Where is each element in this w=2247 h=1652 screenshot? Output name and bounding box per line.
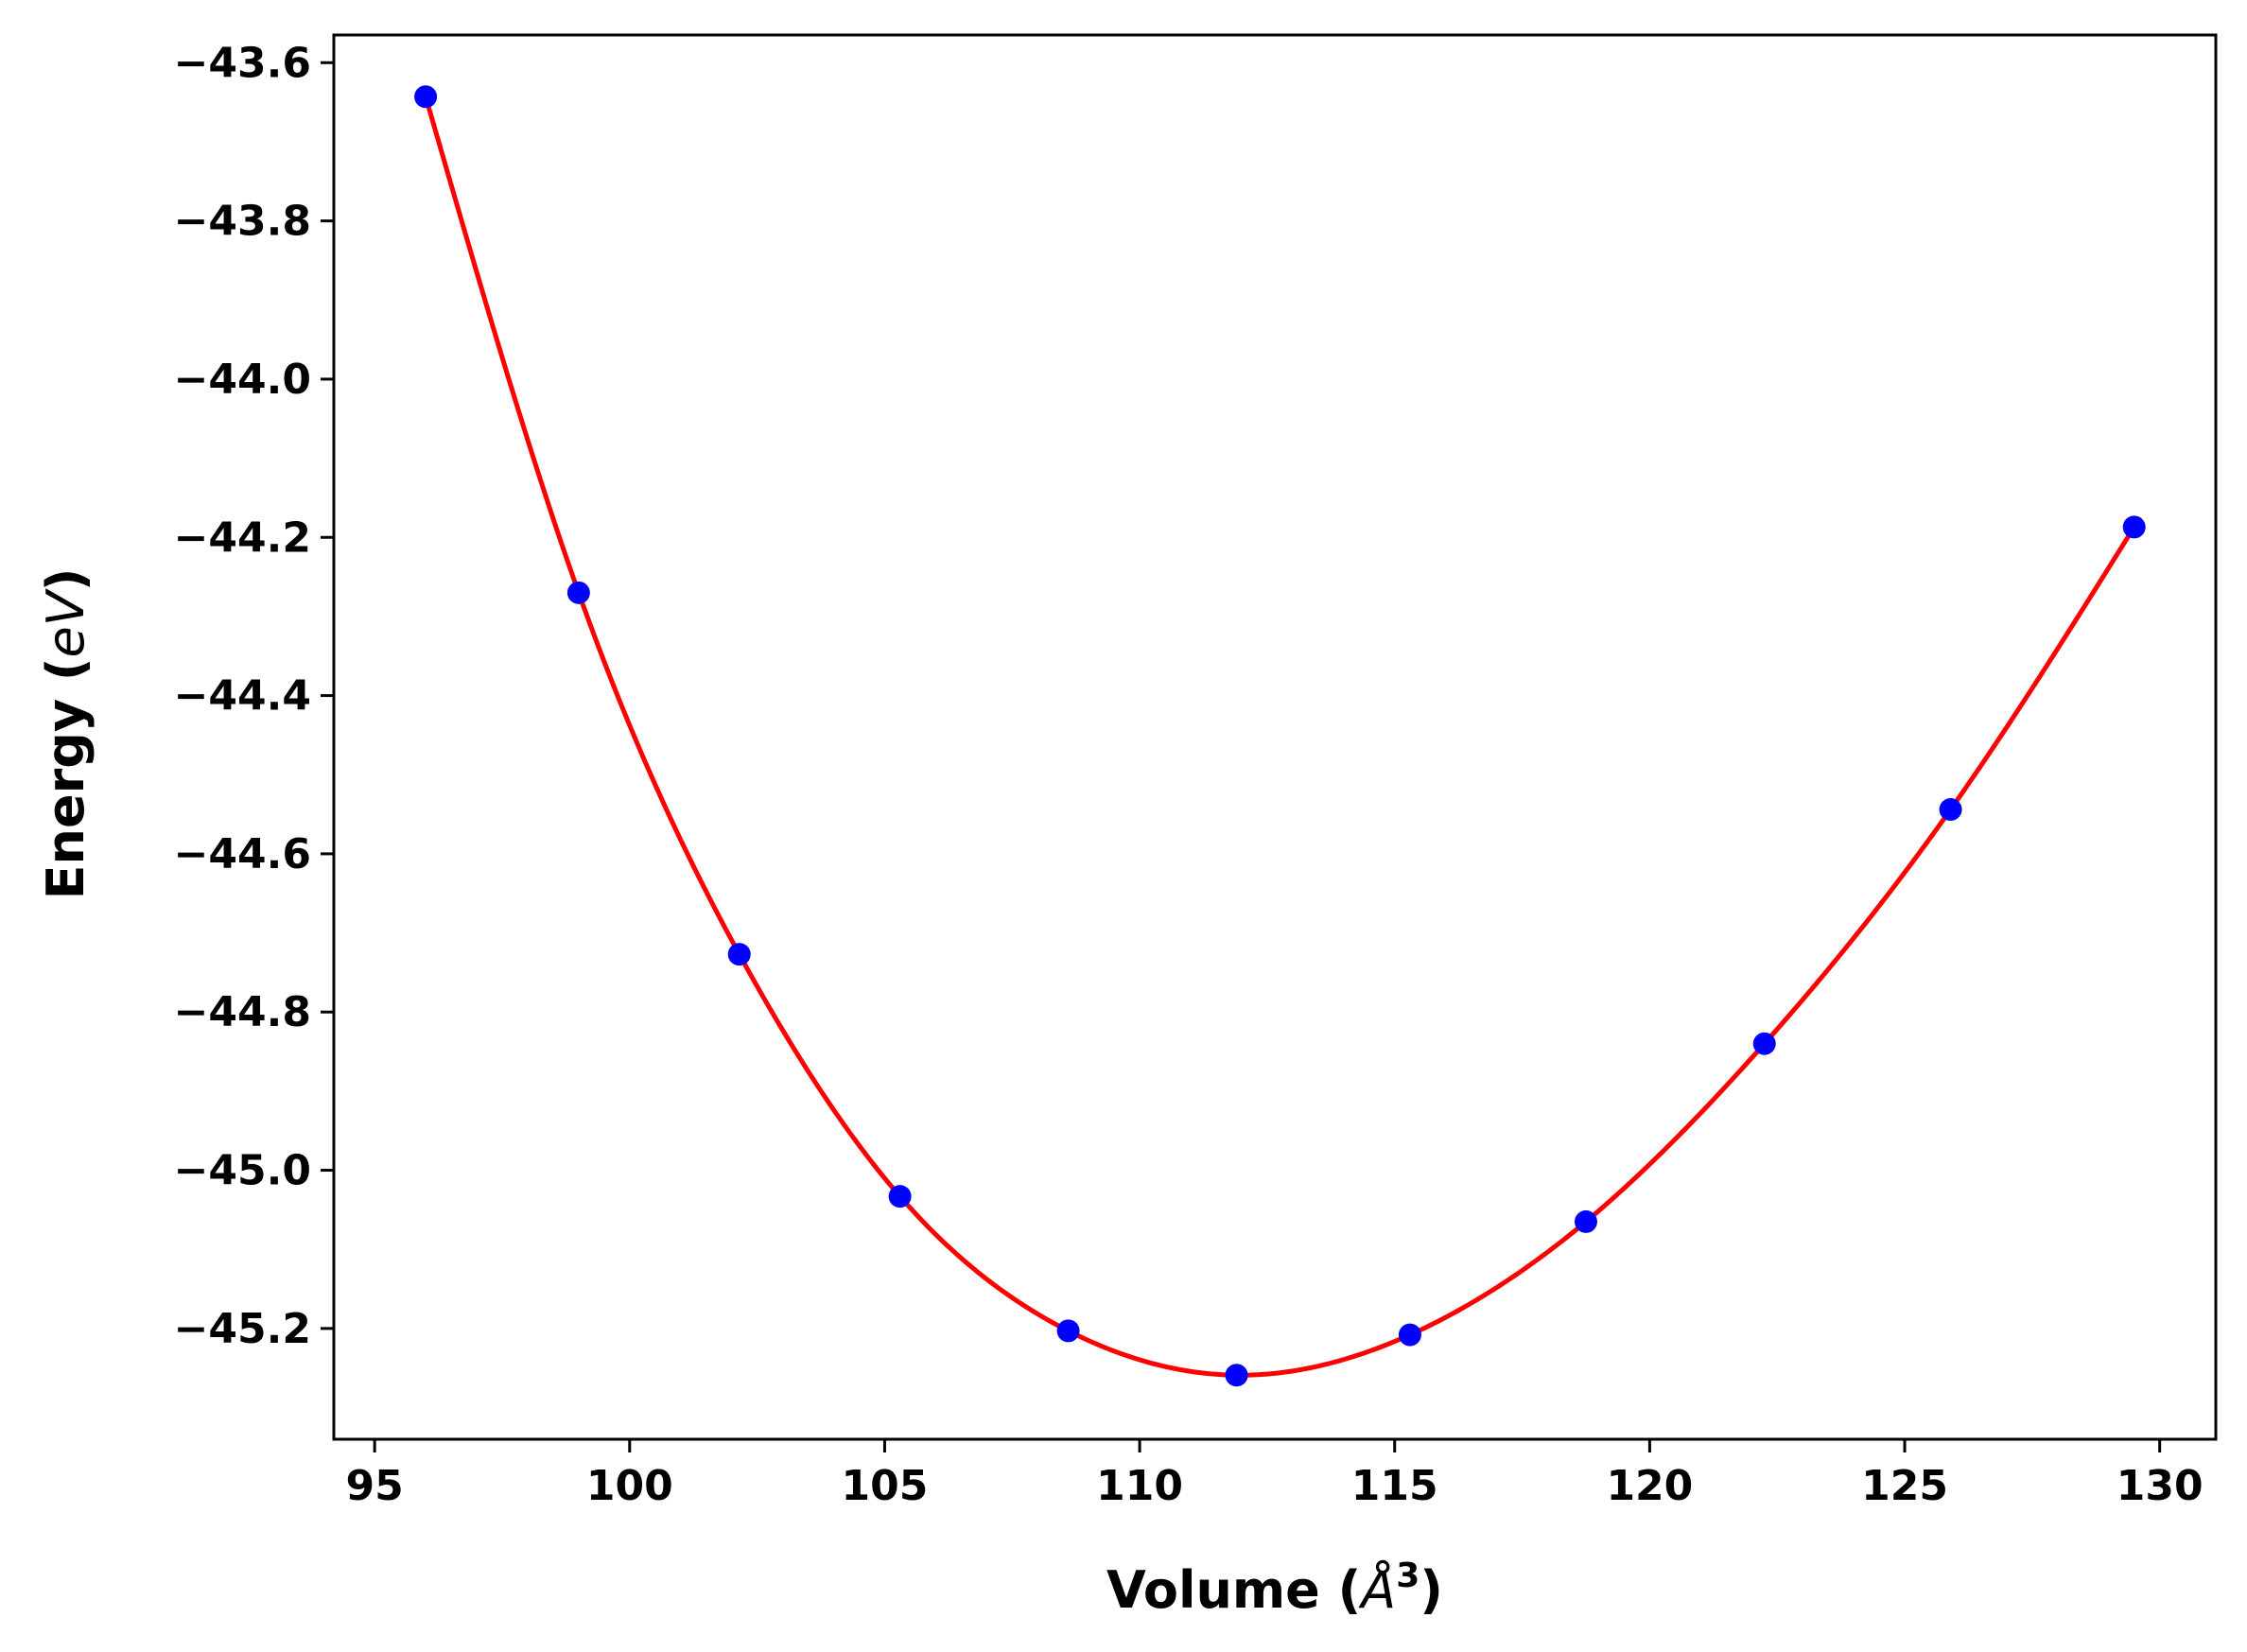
plot-frame bbox=[332, 33, 2218, 1441]
data-point bbox=[1752, 1032, 1776, 1055]
x-tick-label: 120 bbox=[1606, 1462, 1693, 1510]
y-axis-label-prefix: Energy ( bbox=[36, 657, 96, 899]
x-tick-label: 105 bbox=[842, 1462, 929, 1510]
data-point bbox=[414, 85, 438, 109]
y-tick-label: −45.2 bbox=[174, 1305, 311, 1353]
data-point bbox=[1939, 798, 1962, 822]
fit-curve-line bbox=[423, 96, 2136, 1378]
y-tick-label: −45.0 bbox=[174, 1147, 311, 1195]
y-tick-label: −44.0 bbox=[174, 356, 311, 404]
y-tick-label: −44.6 bbox=[174, 830, 311, 878]
x-axis-label: Volume (Å3) bbox=[1106, 1556, 1443, 1620]
y-tick-label: −43.6 bbox=[174, 39, 311, 87]
data-point bbox=[2122, 515, 2146, 539]
data-point bbox=[1056, 1319, 1080, 1343]
x-axis-label-unit: Å bbox=[1358, 1559, 1396, 1620]
y-tick-label: −44.4 bbox=[174, 672, 311, 721]
x-tick-label: 110 bbox=[1096, 1462, 1183, 1510]
data-point bbox=[1225, 1364, 1248, 1387]
y-tick-label: −44.2 bbox=[174, 513, 311, 562]
y-axis-label-suffix: ) bbox=[36, 568, 96, 592]
y-axis: −43.6 −43.8 −44.0 −44.2 −44.4 −44.6 −44.8 −45.0… bbox=[174, 39, 334, 1353]
y-tick-label: −44.8 bbox=[174, 988, 311, 1036]
x-tick-label: 125 bbox=[1861, 1462, 1948, 1510]
x-tick-label: 115 bbox=[1351, 1462, 1438, 1510]
x-tick-label: 95 bbox=[346, 1462, 404, 1510]
data-point bbox=[1574, 1209, 1597, 1233]
data-point bbox=[566, 581, 590, 604]
y-axis-label-unit: eV bbox=[36, 587, 96, 657]
data-point bbox=[727, 943, 751, 966]
x-axis: 95 100 105 110 115 120 125 130 bbox=[346, 1439, 2203, 1510]
x-axis-label-suffix: ) bbox=[1420, 1560, 1443, 1620]
data-point bbox=[1398, 1323, 1421, 1347]
y-tick-label: −43.8 bbox=[174, 198, 311, 246]
x-axis-label-prefix: Volume ( bbox=[1106, 1560, 1361, 1620]
data-point bbox=[888, 1185, 912, 1209]
x-tick-label: 130 bbox=[2116, 1462, 2203, 1510]
y-axis-label: Energy (eV) bbox=[36, 568, 96, 900]
x-tick-label: 100 bbox=[586, 1462, 673, 1510]
x-axis-label-sup: 3 bbox=[1396, 1556, 1420, 1595]
